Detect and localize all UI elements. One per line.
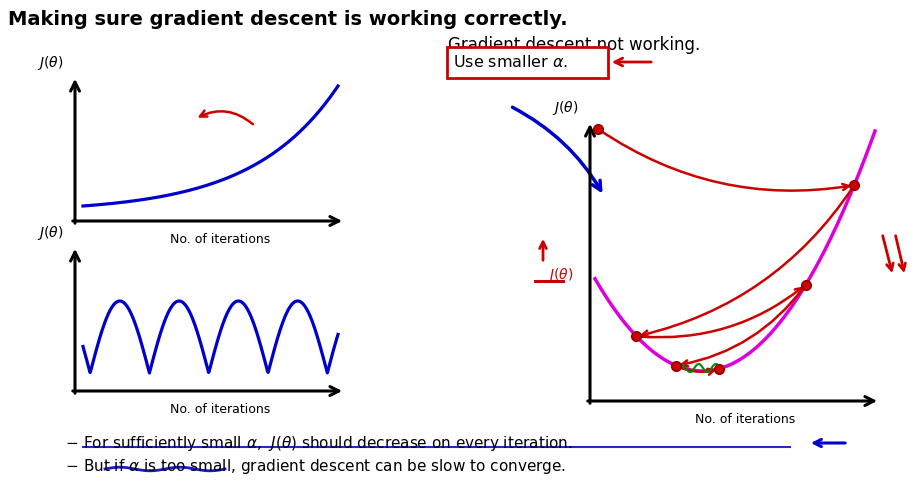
FancyBboxPatch shape <box>446 47 608 78</box>
Text: But if $\alpha$ is too small, gradient descent can be slow to converge.: But if $\alpha$ is too small, gradient d… <box>83 457 566 476</box>
Text: $-$: $-$ <box>65 457 78 472</box>
Text: $J(\theta)$: $J(\theta)$ <box>552 99 578 117</box>
Text: No. of iterations: No. of iterations <box>170 233 270 246</box>
Text: $-$: $-$ <box>65 434 78 449</box>
Text: Use smaller $\alpha$.: Use smaller $\alpha$. <box>453 54 568 70</box>
Text: No. of iterations: No. of iterations <box>170 403 270 416</box>
Text: Gradient descent not working.: Gradient descent not working. <box>448 36 700 54</box>
Text: No. of iterations: No. of iterations <box>695 413 795 426</box>
Text: $J(\theta)$: $J(\theta)$ <box>547 266 574 284</box>
Text: For sufficiently small $\alpha$,  $J(\theta)$ should decrease on every iteration: For sufficiently small $\alpha$, $J(\the… <box>83 434 573 453</box>
Text: $J(\theta)$: $J(\theta)$ <box>37 54 63 72</box>
Text: Making sure gradient descent is working correctly.: Making sure gradient descent is working … <box>8 10 567 29</box>
Text: $J(\theta)$: $J(\theta)$ <box>37 224 63 242</box>
